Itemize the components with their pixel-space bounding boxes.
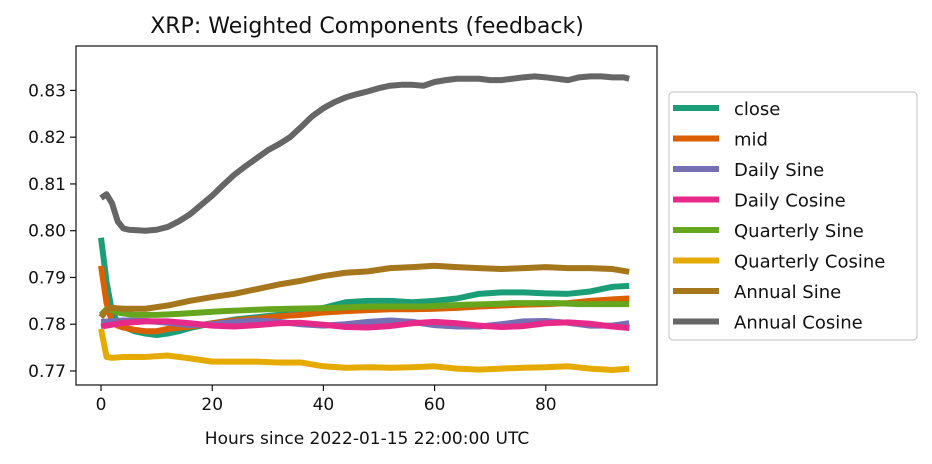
plot-frame [75,45,658,386]
y-axis: 0.77 0.78 0.79 0.80 0.81 0.82 0.83 [28,81,76,382]
legend-label-mid: mid [734,130,768,151]
y-tick-label: 0.79 [28,268,66,288]
y-tick-label: 0.83 [28,81,66,101]
x-tick-label: 80 [535,395,557,415]
legend-label-annual-sine: Annual Sine [734,282,841,303]
y-tick-label: 0.78 [28,315,66,335]
chart-title: XRP: Weighted Components (feedback) [150,14,584,39]
series-layer [98,73,630,374]
x-tick-label: 0 [96,395,107,415]
series-line-quarterly-sine [98,300,630,318]
legend-label-quarterly-cosine: Quarterly Cosine [734,252,885,273]
legend-box [668,91,918,341]
legend-label-daily-cosine: Daily Cosine [734,191,846,212]
y-tick-label: 0.82 [28,128,66,148]
plot-area [75,45,658,386]
series-line-quarterly-cosine [98,328,630,374]
legend-label-daily-sine: Daily Sine [734,160,824,181]
x-tick-label: 20 [201,395,223,415]
y-tick-label: 0.80 [28,222,66,242]
x-tick-label: 60 [424,395,446,415]
series-line-annual-sine [98,262,630,320]
series-line-daily-cosine [100,318,630,331]
legend-label-annual-cosine: Annual Cosine [734,313,863,334]
x-axis: 0 20 40 60 80 [96,385,557,415]
y-tick-label: 0.81 [28,175,66,195]
legend-label-close: close [734,99,780,120]
y-tick-label: 0.77 [28,362,66,382]
series-line-annual-cosine [99,73,630,234]
x-tick-label: 40 [313,395,335,415]
legend: close mid Daily Sine Daily Cosine Quarterly … [668,91,918,341]
legend-label-quarterly-sine: Quarterly Sine [734,221,864,242]
x-axis-label: Hours since 2022-01-15 22:00:00 UTC [205,429,529,449]
